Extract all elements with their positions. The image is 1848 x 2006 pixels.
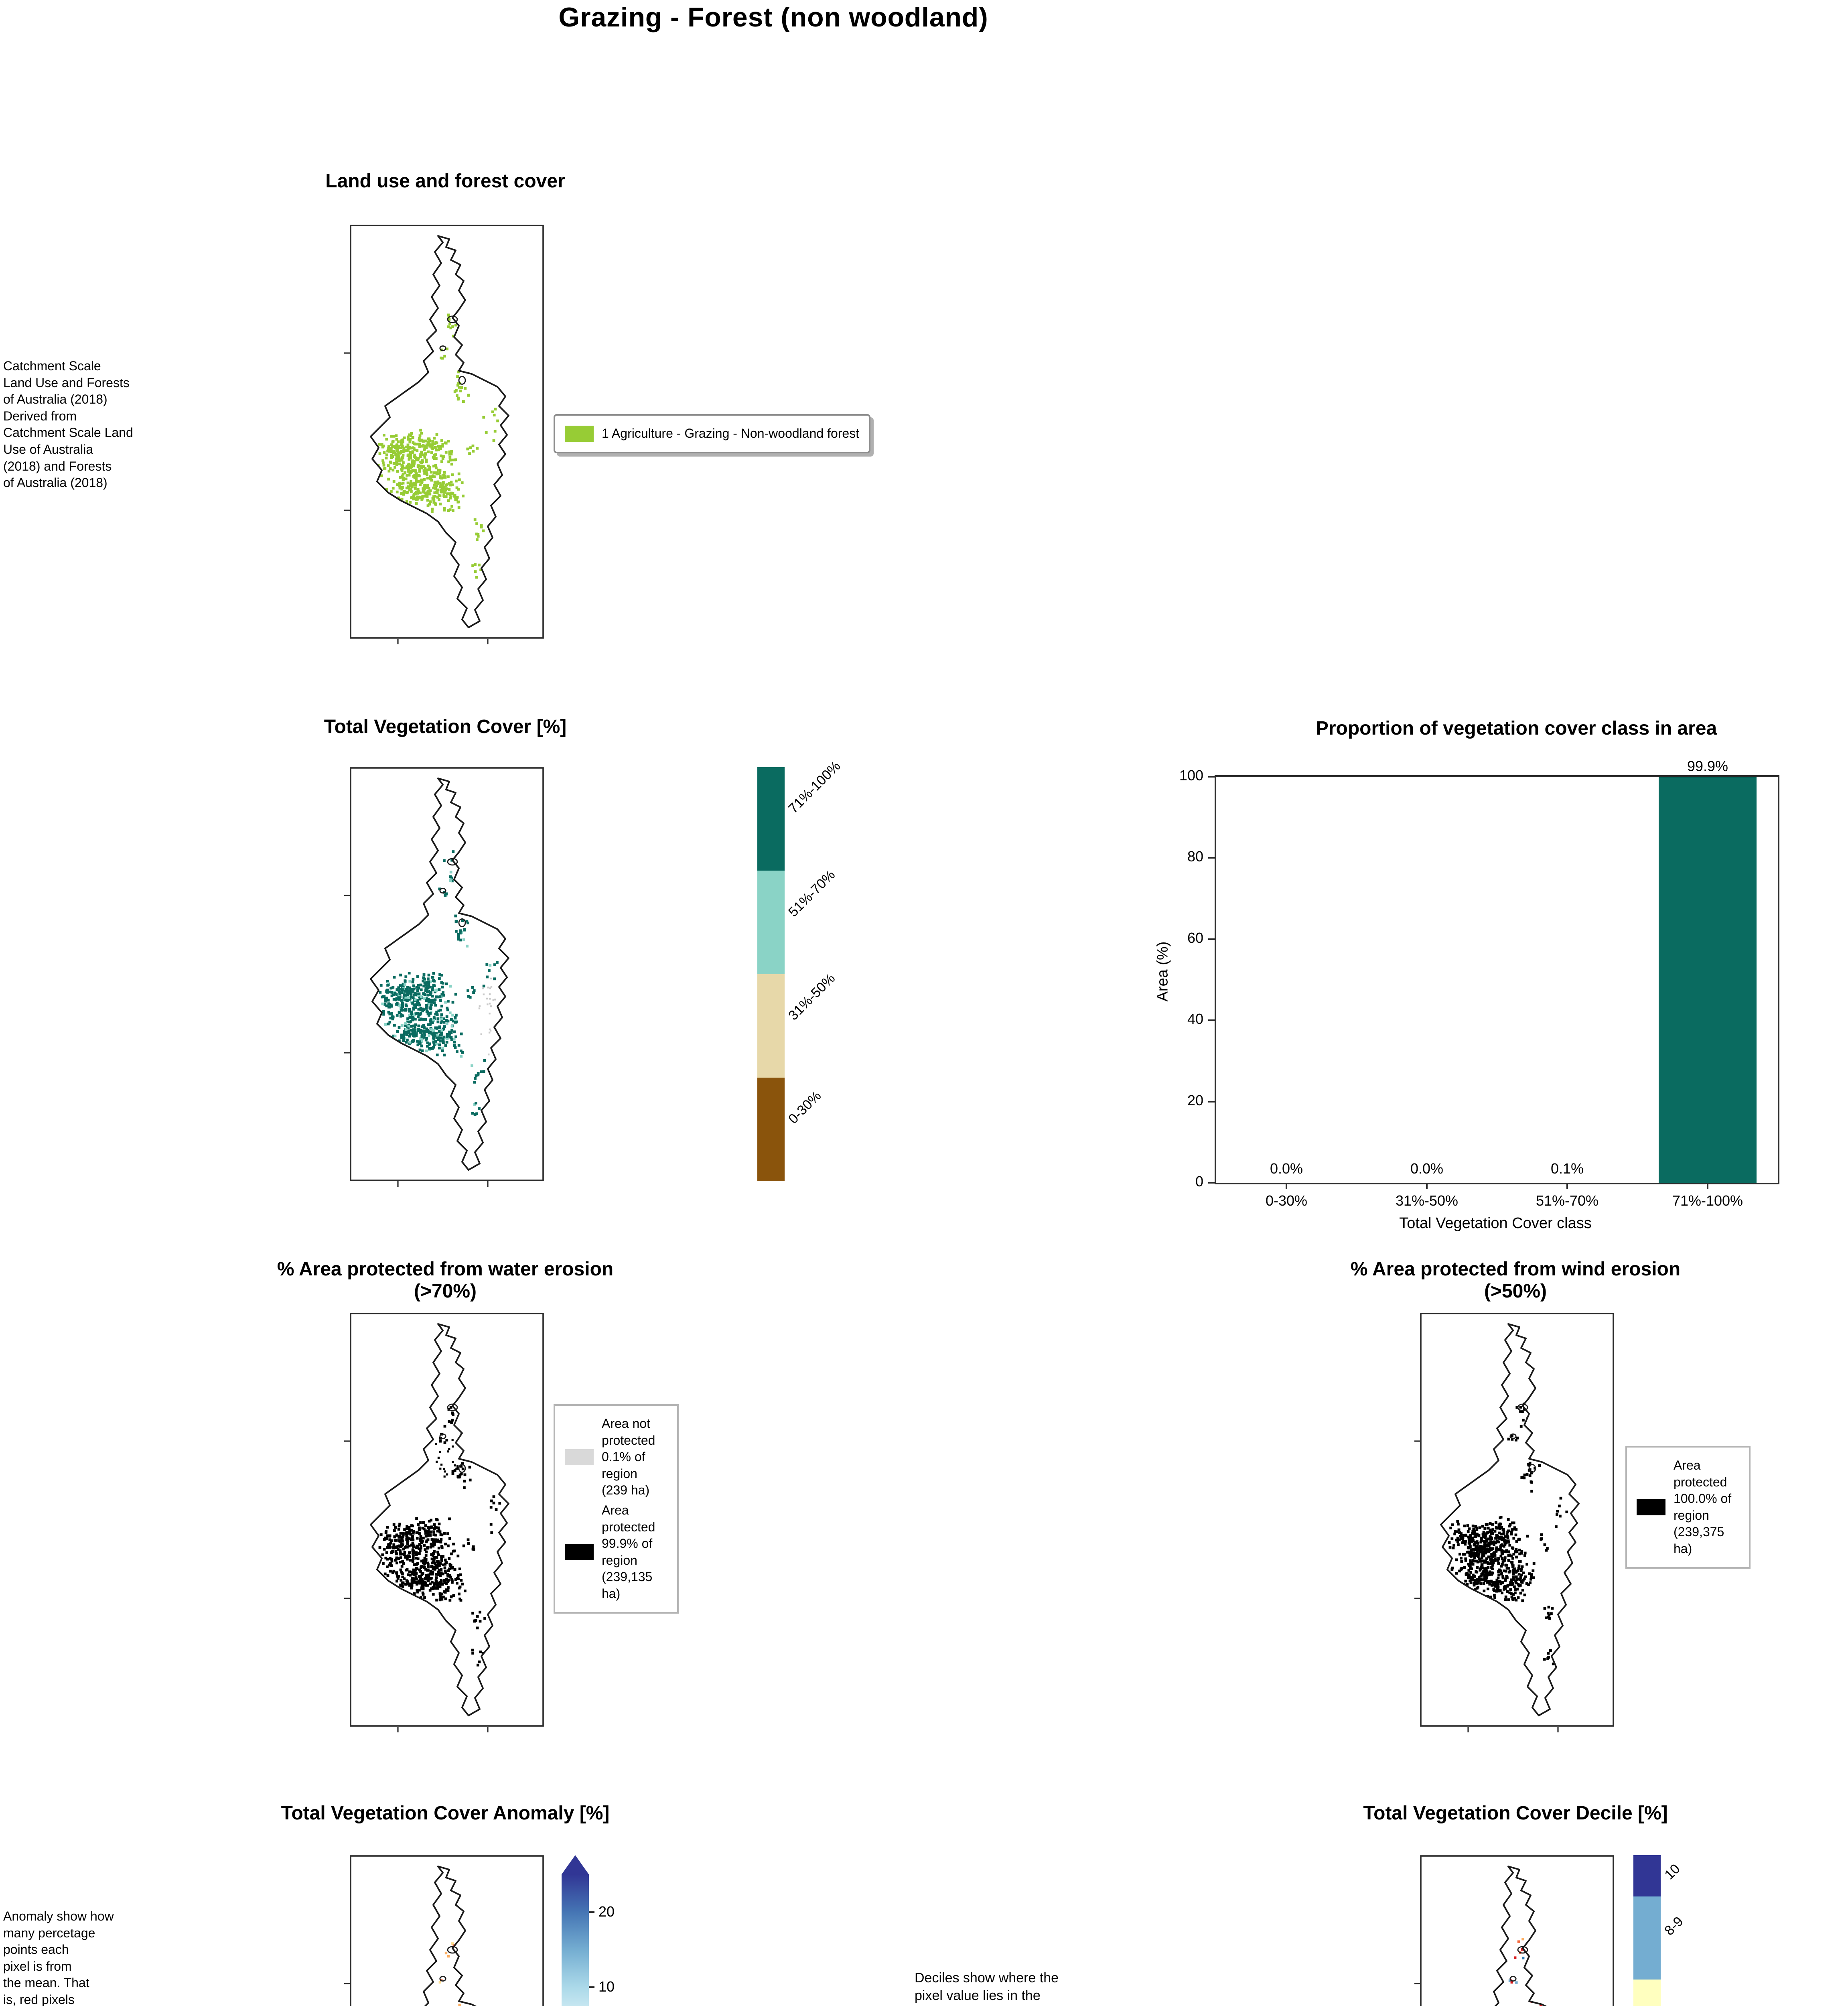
x-tick — [1566, 1183, 1568, 1189]
anomaly-note: Anomaly show how many percetage points e… — [3, 1909, 114, 2006]
colorbar-segment — [757, 871, 785, 974]
wind-map — [1414, 1313, 1614, 1733]
chart-ylabel: Area (%) — [1154, 941, 1171, 1002]
colorbar-label: 8-9 — [1661, 1914, 1686, 1939]
water-title: % Area protected from water erosion (>70… — [277, 1259, 614, 1302]
anomaly-colorbar: 20100−10−20 — [562, 1855, 615, 2006]
legend-label: Area protected 99.9% of region (239,135 … — [602, 1502, 655, 1601]
wind-legend: Area protected 100.0% of region (239,375… — [1625, 1446, 1751, 1569]
x-tick-label: 0-30% — [1265, 1192, 1308, 1209]
colorbar-label: 0-30% — [785, 1088, 824, 1127]
tvc-colorbar: 71%-100% 51%-70% 31%-50% 0-30% — [757, 758, 844, 1181]
y-tick-label: 20 — [1187, 1092, 1203, 1109]
colorbar-tick-label: 20 — [598, 1903, 615, 1920]
legend-item: 1 Agriculture - Grazing - Non-woodland f… — [565, 425, 859, 442]
bar-value-label: 0.0% — [1410, 1160, 1444, 1177]
colorbar-arrow-top — [562, 1855, 589, 1874]
colorbar-segment — [757, 767, 785, 871]
landuse-note: Catchment Scale Land Use and Forests of … — [3, 359, 133, 490]
colorbar-tick — [589, 1986, 594, 1988]
y-tick-label: 80 — [1187, 848, 1203, 865]
water-legend: Area not protected 0.1% of region (239 h… — [554, 1404, 679, 1614]
y-tick — [1208, 938, 1216, 940]
legend-item: Area protected 99.9% of region (239,135 … — [565, 1502, 667, 1602]
x-tick-label: 71%-100% — [1672, 1192, 1743, 1209]
legend-item: Area protected 100.0% of region (239,375… — [1637, 1457, 1739, 1557]
colorbar-tick — [589, 1911, 594, 1913]
anomaly-colorbar-gradient: 20100−10−20 — [562, 1874, 615, 2006]
chart-xlabel: Total Vegetation Cover class — [1399, 1215, 1592, 1232]
bar — [1659, 777, 1757, 1183]
bar-value-label: 0.1% — [1550, 1160, 1584, 1177]
x-tick-label: 51%-70% — [1536, 1192, 1599, 1209]
y-tick — [1208, 1019, 1216, 1021]
y-tick-label: 60 — [1187, 929, 1203, 946]
proportion-chart: 0 20 40 60 80 100 0-30% 0.0% 31%-50% 0.0% 51%-70% 0… — [1179, 758, 1779, 1209]
x-tick — [1426, 1183, 1428, 1189]
legend-swatch — [565, 1449, 594, 1465]
colorbar-segment — [1633, 1855, 1661, 1897]
legend-swatch — [565, 425, 594, 442]
colorbar-label: 31%-50% — [785, 971, 838, 1023]
colorbar-label: 10 — [1661, 1861, 1683, 1883]
legend-swatch — [1637, 1499, 1665, 1515]
decile-note: Deciles show where the pixel value lies … — [915, 1970, 1059, 2006]
landuse-title: Land use and forest cover — [325, 171, 565, 192]
colorbar-tick-label: 10 — [598, 1978, 615, 1995]
x-tick — [1707, 1183, 1708, 1189]
legend-label: Area not protected 0.1% of region (239 h… — [602, 1416, 655, 1498]
colorbar-segment — [757, 974, 785, 1078]
tvc-title: Total Vegetation Cover [%] — [324, 716, 567, 737]
y-tick — [1208, 857, 1216, 859]
legend-label: Area protected 100.0% of region (239,375… — [1674, 1458, 1732, 1556]
y-tick-label: 0 — [1195, 1173, 1203, 1190]
landuse-legend: 1 Agriculture - Grazing - Non-woodland f… — [554, 414, 871, 453]
legend-label: 1 Agriculture - Grazing - Non-woodland f… — [602, 426, 860, 441]
proportion-chart-title: Proportion of vegetation cover class in … — [1315, 718, 1717, 739]
page-title: Grazing - Forest (non woodland) — [558, 2, 988, 32]
colorbar-label: 71%-100% — [785, 758, 844, 816]
bar-value-label: 99.9% — [1687, 758, 1728, 775]
y-tick-label: 100 — [1179, 767, 1203, 784]
decile-colorbar: 108-94-72-31 — [1633, 1855, 1686, 2006]
y-tick — [1208, 1100, 1216, 1102]
decile-map — [1414, 1855, 1614, 2006]
landuse-map — [343, 225, 544, 645]
tvc-map — [343, 767, 544, 1188]
anomaly-title: Total Vegetation Cover Anomaly [%] — [281, 1803, 610, 1824]
legend-swatch — [565, 1544, 594, 1560]
y-tick-label: 40 — [1187, 1011, 1203, 1027]
colorbar-label: 51%-70% — [785, 867, 838, 920]
colorbar-segment — [1633, 1896, 1661, 1980]
decile-title: Total Vegetation Cover Decile [%] — [1363, 1803, 1668, 1824]
colorbar-segment — [1633, 1979, 1661, 2006]
x-tick — [1286, 1183, 1287, 1189]
y-tick — [1208, 1182, 1216, 1184]
y-tick — [1208, 776, 1216, 778]
anomaly-map — [343, 1855, 544, 2006]
x-tick-label: 31%-50% — [1395, 1192, 1459, 1209]
bar-value-label: 0.0% — [1270, 1160, 1303, 1177]
colorbar-segment — [757, 1078, 785, 1181]
legend-item: Area not protected 0.1% of region (239 h… — [565, 1415, 667, 1499]
wind-title: % Area protected from wind erosion (>50%… — [1350, 1259, 1681, 1302]
water-map — [343, 1313, 544, 1733]
